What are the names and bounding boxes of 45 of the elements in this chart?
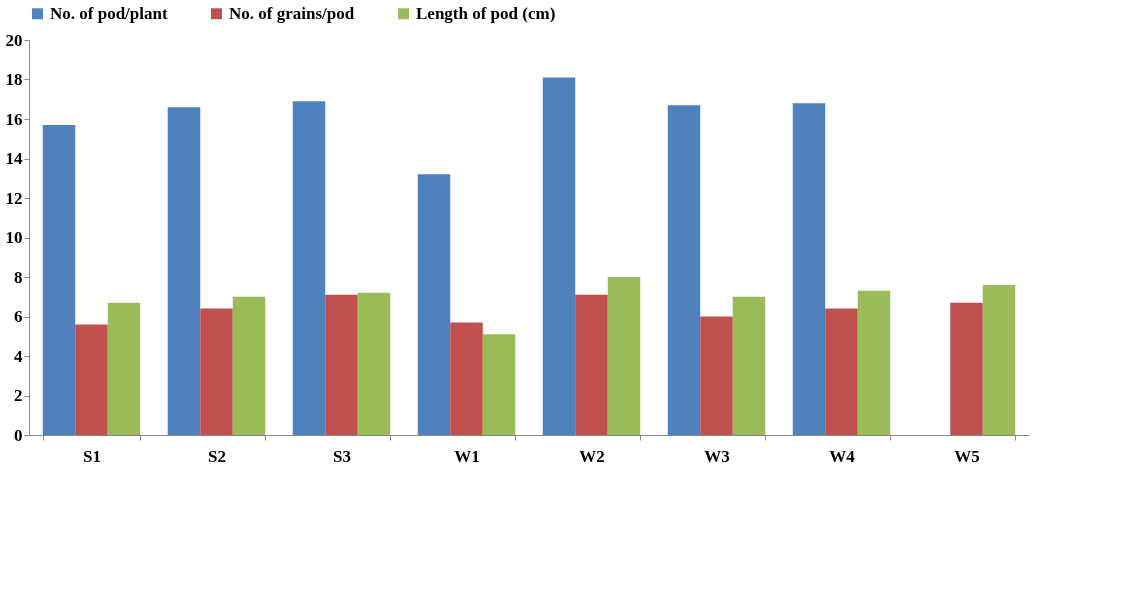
bar (982, 284, 1016, 435)
y-tick-label: 0 (14, 425, 23, 445)
bar (357, 292, 391, 435)
x-tick-label: W5 (954, 446, 980, 466)
y-tick-label: 10 (5, 228, 23, 247)
bar (417, 174, 451, 435)
x-tick-label: W3 (704, 446, 730, 466)
bar (667, 105, 701, 435)
y-tick-label: 2 (14, 386, 23, 405)
y-tick-label: 18 (5, 70, 23, 89)
bar (950, 302, 983, 435)
legend-label: No. of grains/pod (229, 3, 355, 23)
y-tick-label: 8 (14, 267, 23, 287)
y-tick-label: 16 (5, 109, 23, 129)
bar (167, 107, 201, 435)
bar (732, 296, 766, 435)
bar (450, 322, 483, 435)
bar (607, 277, 641, 435)
bar (542, 77, 576, 435)
bar (107, 302, 141, 435)
y-tick-label: 12 (5, 188, 23, 208)
bar (700, 316, 733, 435)
bar (575, 294, 608, 435)
y-tick-label: 6 (14, 307, 23, 326)
x-tick-label: W1 (454, 446, 480, 466)
x-tick-label: S3 (333, 446, 351, 466)
legend-label: Length of pod (cm) (416, 3, 556, 23)
x-tick-label: S2 (208, 446, 226, 466)
bar (200, 308, 233, 435)
bar (42, 124, 76, 435)
bar (482, 334, 516, 435)
y-tick-label: 20 (5, 30, 23, 50)
x-tick-label: S1 (83, 446, 101, 466)
bar (325, 294, 358, 435)
x-tick-label: W4 (829, 446, 856, 466)
bar (857, 290, 891, 435)
x-tick-label: W2 (579, 446, 605, 466)
y-tick-label: 14 (5, 149, 23, 168)
legend-label: No. of pod/plant (50, 3, 168, 23)
bar (75, 324, 108, 435)
bar (292, 101, 326, 435)
bar (792, 103, 826, 435)
bar (232, 296, 266, 435)
bar (825, 308, 858, 435)
y-tick-label: 4 (14, 346, 23, 366)
